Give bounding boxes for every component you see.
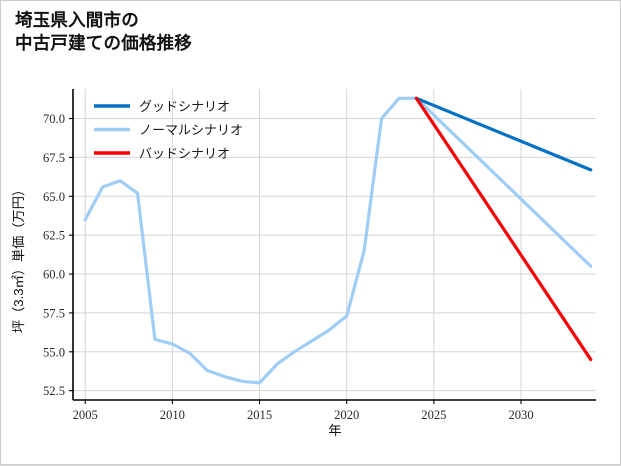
x-axis-title: 年 bbox=[328, 423, 341, 438]
y-tick-label: 52.5 bbox=[43, 384, 65, 398]
x-tick-label: 2025 bbox=[421, 408, 446, 422]
y-gridlines bbox=[73, 118, 596, 392]
series-line-グッドシナリオ bbox=[414, 96, 593, 172]
y-tick-label: 57.5 bbox=[43, 306, 65, 320]
legend-label-0: グッドシナリオ bbox=[139, 99, 230, 114]
page-title: 埼玉県入間市の 中古戸建ての価格推移 bbox=[15, 10, 192, 54]
axis-ticks bbox=[69, 117, 522, 404]
y-tick-label: 60.0 bbox=[43, 268, 65, 282]
y-tick-label: 70.0 bbox=[43, 112, 65, 126]
y-tick-label: 55.0 bbox=[43, 345, 65, 359]
x-tick-labels: 2005 2010 2015 2020 2025 2030 bbox=[73, 408, 534, 422]
series-line-ノーマルシナリオ bbox=[83, 96, 593, 385]
x-tick-label: 2030 bbox=[508, 408, 533, 422]
y-tick-label: 67.5 bbox=[43, 151, 65, 165]
legend-label-1: ノーマルシナリオ bbox=[139, 123, 243, 138]
x-tick-label: 2005 bbox=[73, 408, 98, 422]
axis-spines bbox=[72, 89, 596, 401]
y-tick-labels: 52.5 55.0 57.5 60.0 62.5 65.0 67.5 70.0 bbox=[43, 112, 65, 398]
y-axis-title: 坪（3.3㎡）単価（万円） bbox=[11, 183, 26, 333]
x-tick-label: 2020 bbox=[334, 408, 359, 422]
legend-label-2: バッドシナリオ bbox=[139, 146, 230, 161]
x-tick-label: 2010 bbox=[160, 408, 185, 422]
y-tick-label: 62.5 bbox=[43, 229, 65, 243]
series-line-バッドシナリオ bbox=[414, 96, 593, 362]
chart-series-group bbox=[83, 96, 593, 385]
x-tick-label: 2015 bbox=[247, 408, 272, 422]
y-tick-label: 65.0 bbox=[43, 190, 65, 204]
